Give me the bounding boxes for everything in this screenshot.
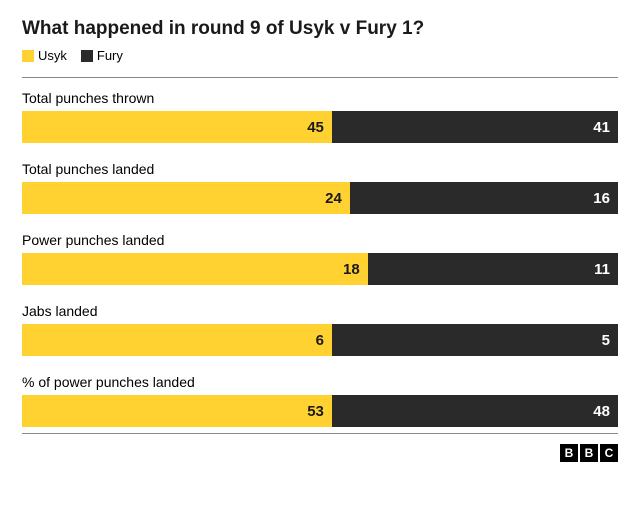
legend: Usyk Fury (22, 48, 618, 63)
bar-segment-usyk: 6 (22, 324, 332, 356)
bar: 2416 (22, 182, 618, 214)
bar: 4541 (22, 111, 618, 143)
bar-segment-fury: 48 (332, 395, 618, 427)
bbc-block-2: B (580, 444, 598, 462)
bbc-block-1: B (560, 444, 578, 462)
bar-segment-usyk: 45 (22, 111, 332, 143)
row-label: Power punches landed (22, 232, 618, 248)
legend-swatch-usyk (22, 50, 34, 62)
chart-row: Power punches landed 1811 (22, 220, 618, 291)
legend-item-usyk: Usyk (22, 48, 67, 63)
row-label: % of power punches landed (22, 374, 618, 390)
bar: 1811 (22, 253, 618, 285)
row-label: Total punches thrown (22, 90, 618, 106)
chart-row: Total punches landed 2416 (22, 149, 618, 220)
chart-row: Jabs landed 65 (22, 291, 618, 362)
legend-label-fury: Fury (97, 48, 123, 63)
footer: B B C (22, 444, 618, 462)
bar-segment-fury: 11 (368, 253, 618, 285)
chart-area: Total punches thrown 4541 Total punches la… (22, 77, 618, 434)
chart-row: % of power punches landed 5348 (22, 362, 618, 433)
bbc-block-3: C (600, 444, 618, 462)
row-label: Jabs landed (22, 303, 618, 319)
chart-row: Total punches thrown 4541 (22, 78, 618, 149)
bar: 65 (22, 324, 618, 356)
legend-swatch-fury (81, 50, 93, 62)
bbc-logo: B B C (560, 444, 618, 462)
bar-segment-fury: 5 (332, 324, 618, 356)
bar-segment-fury: 41 (332, 111, 618, 143)
bar-segment-usyk: 24 (22, 182, 350, 214)
bar-segment-usyk: 53 (22, 395, 332, 427)
legend-label-usyk: Usyk (38, 48, 67, 63)
row-label: Total punches landed (22, 161, 618, 177)
legend-item-fury: Fury (81, 48, 123, 63)
chart-title: What happened in round 9 of Usyk v Fury … (22, 18, 618, 40)
bar-segment-usyk: 18 (22, 253, 368, 285)
bar-segment-fury: 16 (350, 182, 618, 214)
bar: 5348 (22, 395, 618, 427)
